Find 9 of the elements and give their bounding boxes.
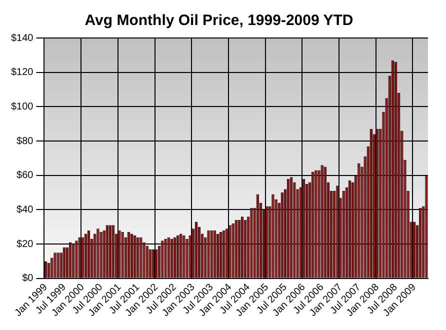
y-tick-label: $0 (22, 273, 34, 284)
y-tick-label: $60 (16, 170, 34, 182)
y-tick-label: $100 (10, 101, 34, 112)
y-tick-label: $120 (10, 67, 34, 78)
y-tick-label: $20 (16, 238, 34, 250)
y-tick-label: $40 (16, 204, 34, 216)
y-tick-label: $80 (16, 136, 34, 147)
chart-title: Avg Monthly Oil Price, 1999-2009 YTD (84, 12, 354, 30)
y-tick-label: $140 (10, 32, 34, 44)
